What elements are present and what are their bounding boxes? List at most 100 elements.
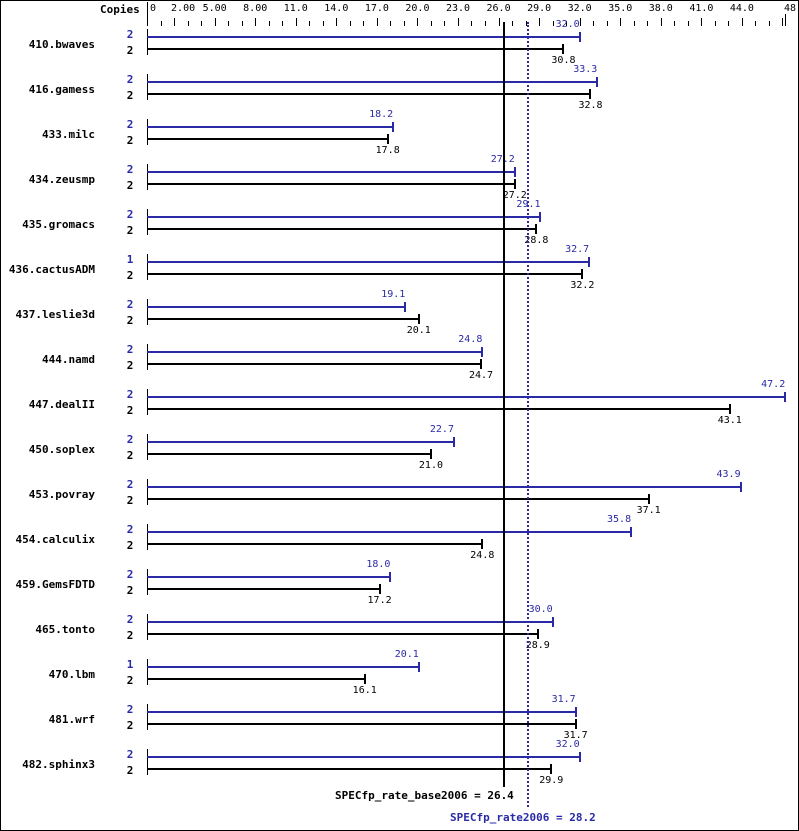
benchmark-label: 416.gamess [28, 83, 95, 96]
base-value: 17.8 [375, 145, 400, 156]
axis-tick [499, 18, 500, 26]
peak-value: 19.1 [381, 289, 406, 300]
copies-base: 2 [126, 764, 134, 777]
axis-tick [580, 18, 581, 26]
peak-bar [147, 306, 406, 308]
benchmark-label: 447.dealII [28, 398, 95, 411]
axis-tick-label: 0 [150, 3, 157, 14]
base-bar-cap [513, 179, 516, 189]
axis-tick [785, 14, 786, 26]
row-axis-stub [147, 119, 148, 145]
peak-bar [147, 351, 483, 353]
row-axis-stub [147, 299, 148, 325]
copies-peak: 2 [126, 568, 134, 581]
base-bar [147, 588, 380, 590]
axis-tick-label: 35.0 [608, 3, 633, 14]
axis-tick [404, 21, 405, 26]
peak-value: 30.0 [528, 604, 553, 615]
base-value: 21.0 [418, 460, 443, 471]
row-axis-stub [147, 569, 148, 595]
benchmark-label: 459.GemsFDTD [15, 578, 95, 591]
copies-base: 2 [126, 719, 134, 732]
axis-tick [444, 21, 445, 26]
peak-bar [147, 711, 576, 713]
axis-tick [350, 21, 351, 26]
axis-tick [593, 21, 594, 26]
peak-bar-cap [588, 257, 591, 267]
copies-peak: 2 [126, 388, 134, 401]
copies-base: 2 [126, 629, 134, 642]
copies-base: 2 [126, 404, 134, 417]
peak-bar [147, 216, 541, 218]
copies-peak: 2 [126, 478, 134, 491]
axis-tick-label: 32.0 [567, 3, 592, 14]
base-bar [147, 183, 515, 185]
peak-value: 27.2 [491, 154, 515, 165]
peak-bar [147, 396, 786, 398]
base-bar-cap [429, 449, 432, 459]
copies-peak: 2 [126, 748, 134, 761]
peak-bar-cap [513, 167, 516, 177]
copies-base: 2 [126, 314, 134, 327]
axis-tick [674, 21, 675, 26]
copies-base: 2 [126, 449, 134, 462]
copies-base: 2 [126, 674, 134, 687]
peak-reference-line [527, 22, 530, 807]
peak-summary-label: SPECfp_rate2006 = 28.2 [450, 811, 596, 824]
axis-tick-label: 2.00 [171, 3, 196, 14]
base-bar-cap [417, 314, 420, 324]
axis-tick [161, 21, 162, 26]
axis-tick [715, 21, 716, 26]
axis-tick-label: 8.00 [243, 3, 268, 14]
peak-bar [147, 126, 394, 128]
axis-tick [228, 21, 229, 26]
base-bar [147, 723, 576, 725]
benchmark-label: 454.calculix [15, 533, 95, 546]
axis-tick [201, 21, 202, 26]
base-bar [147, 228, 537, 230]
axis-tick [458, 18, 459, 26]
benchmark-label: 437.leslie3d [15, 308, 95, 321]
peak-bar-cap [630, 527, 633, 537]
axis-tick [336, 18, 337, 26]
base-bar-cap [728, 404, 731, 414]
base-value: 17.2 [367, 595, 392, 606]
base-bar-cap [550, 764, 553, 774]
base-bar-cap [536, 629, 539, 639]
axis-tick-label: 26.0 [486, 3, 511, 14]
axis-tick [188, 21, 189, 26]
base-bar [147, 408, 730, 410]
axis-tick-label: 44.0 [729, 3, 754, 14]
base-bar-cap [386, 134, 389, 144]
axis-tick-label: 11.0 [283, 3, 308, 14]
copies-base: 2 [126, 539, 134, 552]
row-axis-stub [147, 434, 148, 460]
copies-peak: 1 [126, 253, 134, 266]
axis-tick [769, 21, 770, 26]
base-bar-cap [481, 539, 484, 549]
row-axis-stub [147, 254, 148, 280]
peak-bar-cap [404, 302, 407, 312]
peak-bar [147, 486, 741, 488]
copies-base: 2 [126, 179, 134, 192]
base-summary-label: SPECfp_rate_base2006 = 26.4 [335, 789, 514, 802]
base-value: 32.2 [570, 280, 595, 291]
axis-tick [296, 18, 297, 26]
base-bar-cap [581, 269, 584, 279]
row-axis-stub [147, 659, 148, 685]
copies-peak: 2 [126, 343, 134, 356]
base-value: 31.7 [563, 730, 588, 741]
axis-tick [174, 18, 175, 26]
row-axis-stub [147, 209, 148, 235]
row-axis-stub [147, 344, 148, 370]
peak-bar-cap [596, 77, 599, 87]
base-value: 32.8 [578, 100, 603, 111]
base-bar [147, 363, 481, 365]
benchmark-label: 444.namd [42, 353, 95, 366]
base-value: 37.1 [636, 505, 661, 516]
axis-tick [742, 18, 743, 26]
axis-tick [620, 18, 621, 26]
copies-peak: 2 [126, 433, 134, 446]
axis-tick-label: 14.0 [324, 3, 349, 14]
row-axis-stub [147, 164, 148, 190]
